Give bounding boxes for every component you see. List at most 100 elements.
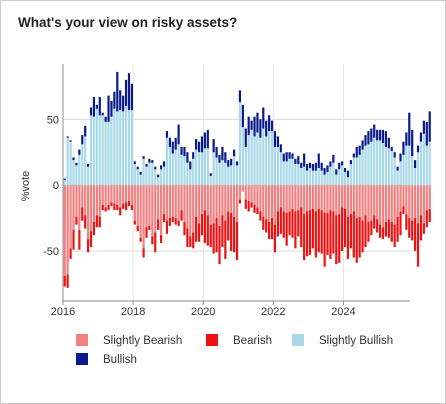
- bar-segment: [203, 210, 206, 244]
- bar-segment: [411, 156, 414, 186]
- bar-segment: [177, 124, 180, 145]
- bar-segment: [142, 248, 145, 258]
- bar-segment: [130, 185, 133, 205]
- legend-label: Bearish: [233, 335, 272, 347]
- bar-segment: [297, 210, 300, 237]
- bar-segment: [428, 111, 431, 142]
- bar-segment: [124, 202, 128, 211]
- bar-segment: [154, 166, 157, 170]
- bar-segment: [273, 224, 277, 253]
- bar-segment: [104, 207, 107, 212]
- bar-segment: [338, 162, 341, 170]
- bar-segment: [235, 185, 239, 222]
- y-axis-title: %vote: [20, 171, 32, 202]
- bar-segment: [279, 207, 282, 234]
- bar-segment: [326, 171, 329, 186]
- bar-segment: [69, 140, 72, 142]
- bar-segment: [177, 144, 180, 186]
- bar-segment: [428, 185, 431, 209]
- bar-segment: [355, 218, 358, 263]
- bar-segment: [221, 146, 224, 161]
- bar-segment: [390, 185, 393, 222]
- bar-segment: [320, 162, 323, 171]
- bar-segment: [294, 185, 297, 212]
- bar-segment: [361, 149, 364, 186]
- bar-segment: [332, 211, 335, 254]
- bars: [63, 71, 431, 288]
- bar-segment: [396, 166, 399, 171]
- bar-segment: [165, 131, 169, 138]
- bar-segment: [189, 185, 192, 237]
- bar-segment: [224, 162, 227, 186]
- bar-segment: [419, 215, 423, 241]
- bar-segment: [233, 216, 236, 253]
- bar-segment: [186, 185, 189, 229]
- bar-segment: [323, 212, 326, 267]
- bar-segment: [297, 156, 300, 165]
- bar-segment: [268, 185, 271, 222]
- bar-segment: [259, 119, 262, 138]
- bar-segment: [183, 156, 186, 186]
- bar-segment: [411, 129, 414, 157]
- bar-segment: [186, 162, 189, 186]
- bar-segment: [291, 208, 294, 238]
- bar-segment: [297, 185, 300, 211]
- bar-segment: [367, 185, 370, 222]
- legend-label: Slightly Bullish: [319, 335, 393, 347]
- bar-segment: [378, 129, 382, 141]
- bar-segment: [355, 146, 358, 158]
- x-tick-label: 2024: [331, 306, 355, 318]
- bar-segment: [154, 169, 157, 186]
- bar-segment: [107, 121, 110, 186]
- bar-segment: [197, 141, 201, 153]
- bar-segment: [341, 207, 344, 251]
- bar-segment: [303, 153, 306, 167]
- bar-segment: [346, 216, 350, 259]
- bar-segment: [335, 174, 338, 186]
- bar-segment: [154, 232, 157, 253]
- bar-segment: [183, 185, 186, 222]
- bar-segment: [303, 185, 306, 215]
- bar-segment: [282, 211, 285, 238]
- bar-segment: [200, 136, 204, 153]
- bar-segment: [390, 222, 393, 242]
- bar-segment: [192, 152, 195, 159]
- bar-segment: [75, 162, 78, 166]
- bar-segment: [425, 185, 428, 211]
- bar-segment: [136, 169, 139, 186]
- bar-segment: [235, 161, 239, 166]
- bar-segment: [317, 185, 320, 209]
- bar-segment: [323, 168, 326, 175]
- bar-segment: [168, 146, 171, 186]
- bar-segment: [270, 218, 274, 240]
- bar-segment: [291, 185, 294, 209]
- bar-segment: [116, 111, 119, 186]
- bar-segment: [244, 185, 247, 200]
- bar-segment: [346, 177, 350, 186]
- bar-segment: [171, 153, 174, 186]
- bar-segment: [247, 135, 250, 186]
- bar-segment: [78, 154, 81, 186]
- bar-segment: [402, 206, 405, 215]
- bar-segment: [399, 161, 402, 186]
- bar-segment: [405, 145, 408, 186]
- bar-segment: [387, 185, 390, 220]
- bar-segment: [212, 185, 215, 224]
- bar-segment: [127, 185, 131, 201]
- y-tick-label: 0: [53, 180, 59, 192]
- bar-segment: [168, 137, 171, 147]
- bar-segment: [122, 185, 125, 204]
- bar-segment: [256, 207, 259, 215]
- bar-segment: [241, 127, 244, 186]
- bar-segment: [206, 129, 209, 149]
- bar-segment: [104, 185, 107, 208]
- bar-segment: [113, 185, 116, 204]
- bar-segment: [259, 137, 262, 186]
- bar-segment: [396, 185, 399, 217]
- bar-segment: [408, 112, 411, 146]
- bar-segment: [212, 139, 215, 153]
- bar-segment: [399, 211, 402, 236]
- bar-segment: [378, 224, 382, 238]
- bar-segment: [256, 185, 259, 208]
- bar-segment: [358, 154, 361, 186]
